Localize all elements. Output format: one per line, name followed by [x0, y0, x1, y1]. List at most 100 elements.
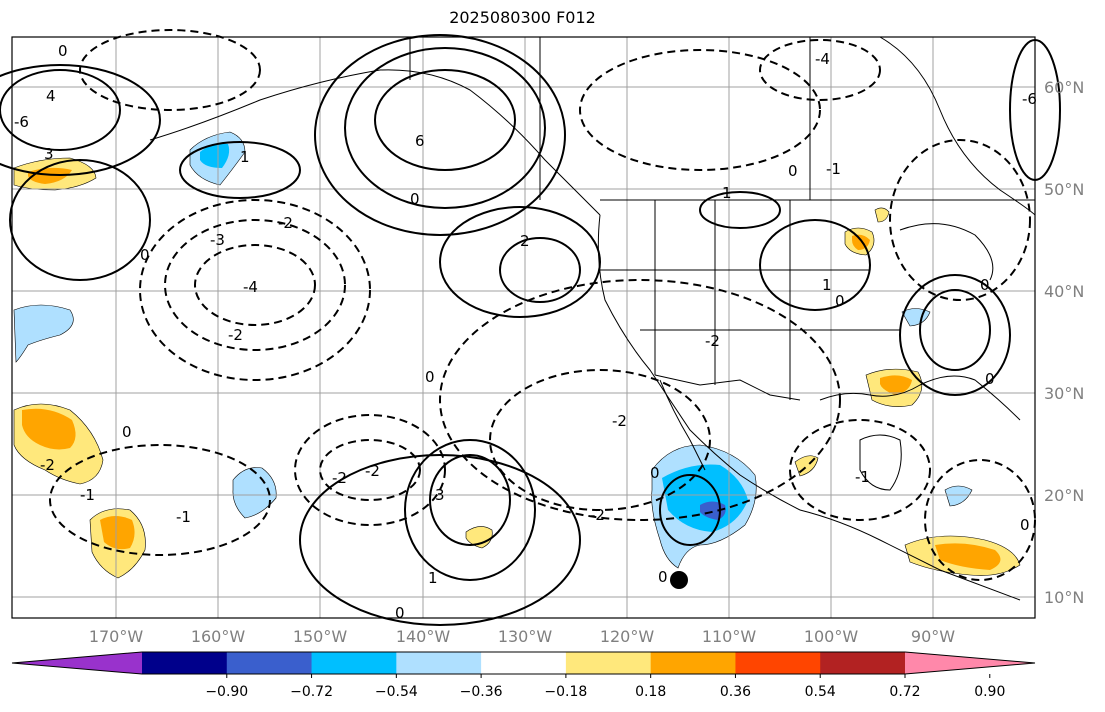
- contour-label: -1: [176, 508, 191, 526]
- coast-hudson: [879, 36, 1036, 216]
- contour-low-central-3: [139, 199, 371, 381]
- contour-label: 0: [788, 162, 798, 180]
- shade-lightblue-w: [13, 304, 74, 363]
- contour-label: -1: [826, 160, 841, 178]
- contour-label: -2: [705, 332, 720, 350]
- contour-label: 0: [658, 568, 668, 586]
- contour-label: -1: [80, 486, 95, 504]
- coast-greatlakes: [899, 223, 994, 281]
- contour-high-nw-2: [179, 141, 301, 199]
- contour-high-pacific-3: [299, 454, 581, 626]
- contour-label: -6: [14, 113, 29, 131]
- lat-labels: 60°N 50°N 40°N 30°N 20°N 10°N: [1044, 78, 1084, 607]
- shade-orange-west: [22, 408, 76, 450]
- lat-label: 40°N: [1044, 282, 1084, 301]
- contour-label: -2: [228, 326, 243, 344]
- contour-label: 0: [58, 42, 68, 60]
- shade-orange-gulf: [880, 375, 912, 395]
- contour-label: -2: [332, 469, 347, 487]
- colorbar-tick-label: −0.54: [375, 684, 418, 700]
- contour-label: -4: [815, 50, 830, 68]
- lon-label: 140°W: [396, 627, 451, 646]
- contour-label: -4: [243, 278, 258, 296]
- shade-lightblue-hawaii: [232, 467, 277, 519]
- colorbar-tick-label: 0.90: [974, 684, 1005, 700]
- lon-labels: 170°W 160°W 150°W 140°W 130°W 120°W 110°…: [89, 627, 955, 646]
- colorbar-tick-label: 0.18: [635, 684, 666, 700]
- contour-high-east-2: [899, 274, 1011, 396]
- contour-high-pacific-2: [404, 439, 536, 581]
- contour-label: -2: [40, 456, 55, 474]
- colorbar-extend-max: [905, 652, 1035, 674]
- lat-label: 30°N: [1044, 384, 1084, 403]
- colorbar-segment: [820, 652, 906, 674]
- contour-label: 2: [520, 232, 530, 250]
- contour-high-alaska: [374, 69, 516, 171]
- contour-high-plains: [759, 219, 871, 311]
- colorbar-tick-label: −0.36: [460, 684, 503, 700]
- location-marker: [670, 571, 688, 589]
- contour-label: 0: [835, 292, 845, 310]
- shade-yellow-small-1: [874, 207, 890, 223]
- contour-label: -2: [365, 462, 380, 480]
- contour-label: 1: [428, 569, 438, 587]
- contour-high-alaska-2: [344, 47, 546, 209]
- contour-label: 0: [985, 370, 995, 388]
- shade-blue-mexico: [662, 464, 748, 532]
- contour-high-west-2: [0, 64, 161, 176]
- contour-label: -2: [612, 412, 627, 430]
- border-us-mexico: [654, 374, 801, 401]
- contour-label: -2: [590, 506, 605, 524]
- contour-high-alaska-3: [314, 34, 566, 236]
- colorbar-tick-label: −0.90: [205, 684, 248, 700]
- contour-label: 3: [44, 145, 54, 163]
- map-panel: 0 4 3 1 0 2 -3 -4 -2 -2 0 0 -1 -2 -2 3 1…: [0, 29, 1061, 626]
- coast-baja: [659, 379, 706, 471]
- contour-low-se: [789, 419, 931, 521]
- contour-low-central: [194, 244, 316, 326]
- contours-solid: [0, 34, 1061, 626]
- contour-label: 0: [650, 464, 660, 482]
- contour-label: 3: [435, 486, 445, 504]
- contour-high-w-3: [9, 159, 151, 281]
- coast-alaska: [149, 69, 601, 216]
- contour-low-sub: [319, 439, 421, 501]
- gridlines: [12, 37, 1035, 618]
- colorbar: −0.90 −0.72 −0.54 −0.36 −0.18 0.18 0.36 0.54 0.7…: [11, 651, 1036, 700]
- contour-label: 1: [822, 276, 832, 294]
- coast-gulf: [819, 375, 1021, 421]
- colorbar-segments: [11, 651, 1036, 675]
- contour-label: -3: [210, 231, 225, 249]
- lon-label: 110°W: [702, 627, 757, 646]
- contour-label: 6: [415, 132, 425, 150]
- lon-label: 150°W: [293, 627, 348, 646]
- colorbar-segment: [650, 652, 736, 674]
- contour-label: 0: [980, 276, 990, 294]
- colorbar-segment: [735, 652, 821, 674]
- colorbar-tick-label: −0.72: [290, 684, 333, 700]
- coast-yucatan: [859, 434, 902, 491]
- contour-label: -6: [1022, 90, 1037, 108]
- lat-label: 10°N: [1044, 588, 1084, 607]
- contour-low-mid-2: [439, 279, 841, 521]
- colorbar-ticks: −0.90 −0.72 −0.54 −0.36 −0.18 0.18 0.36 0.54 0.7…: [205, 674, 1005, 700]
- contour-label: -1: [855, 468, 870, 486]
- shade-orange-sw: [100, 516, 135, 550]
- colorbar-segment: [311, 652, 397, 674]
- contour-label: 4: [46, 87, 56, 105]
- colorbar-segment: [396, 652, 482, 674]
- contour-high-east: [919, 289, 991, 371]
- contour-low-north-2: [579, 49, 821, 171]
- lon-label: 130°W: [498, 627, 553, 646]
- contour-label: 1: [722, 184, 732, 202]
- lon-label: 90°W: [911, 627, 955, 646]
- map-title: 2025080300 F012: [449, 8, 596, 27]
- map-frame: [11, 36, 1036, 619]
- colorbar-extend-min: [12, 652, 142, 674]
- shade-blue-n: [200, 143, 230, 168]
- contour-high-pnw-2: [439, 206, 601, 318]
- contour-low-mid: [489, 369, 711, 511]
- contour-label: 0: [1020, 516, 1030, 534]
- lon-label: 160°W: [191, 627, 246, 646]
